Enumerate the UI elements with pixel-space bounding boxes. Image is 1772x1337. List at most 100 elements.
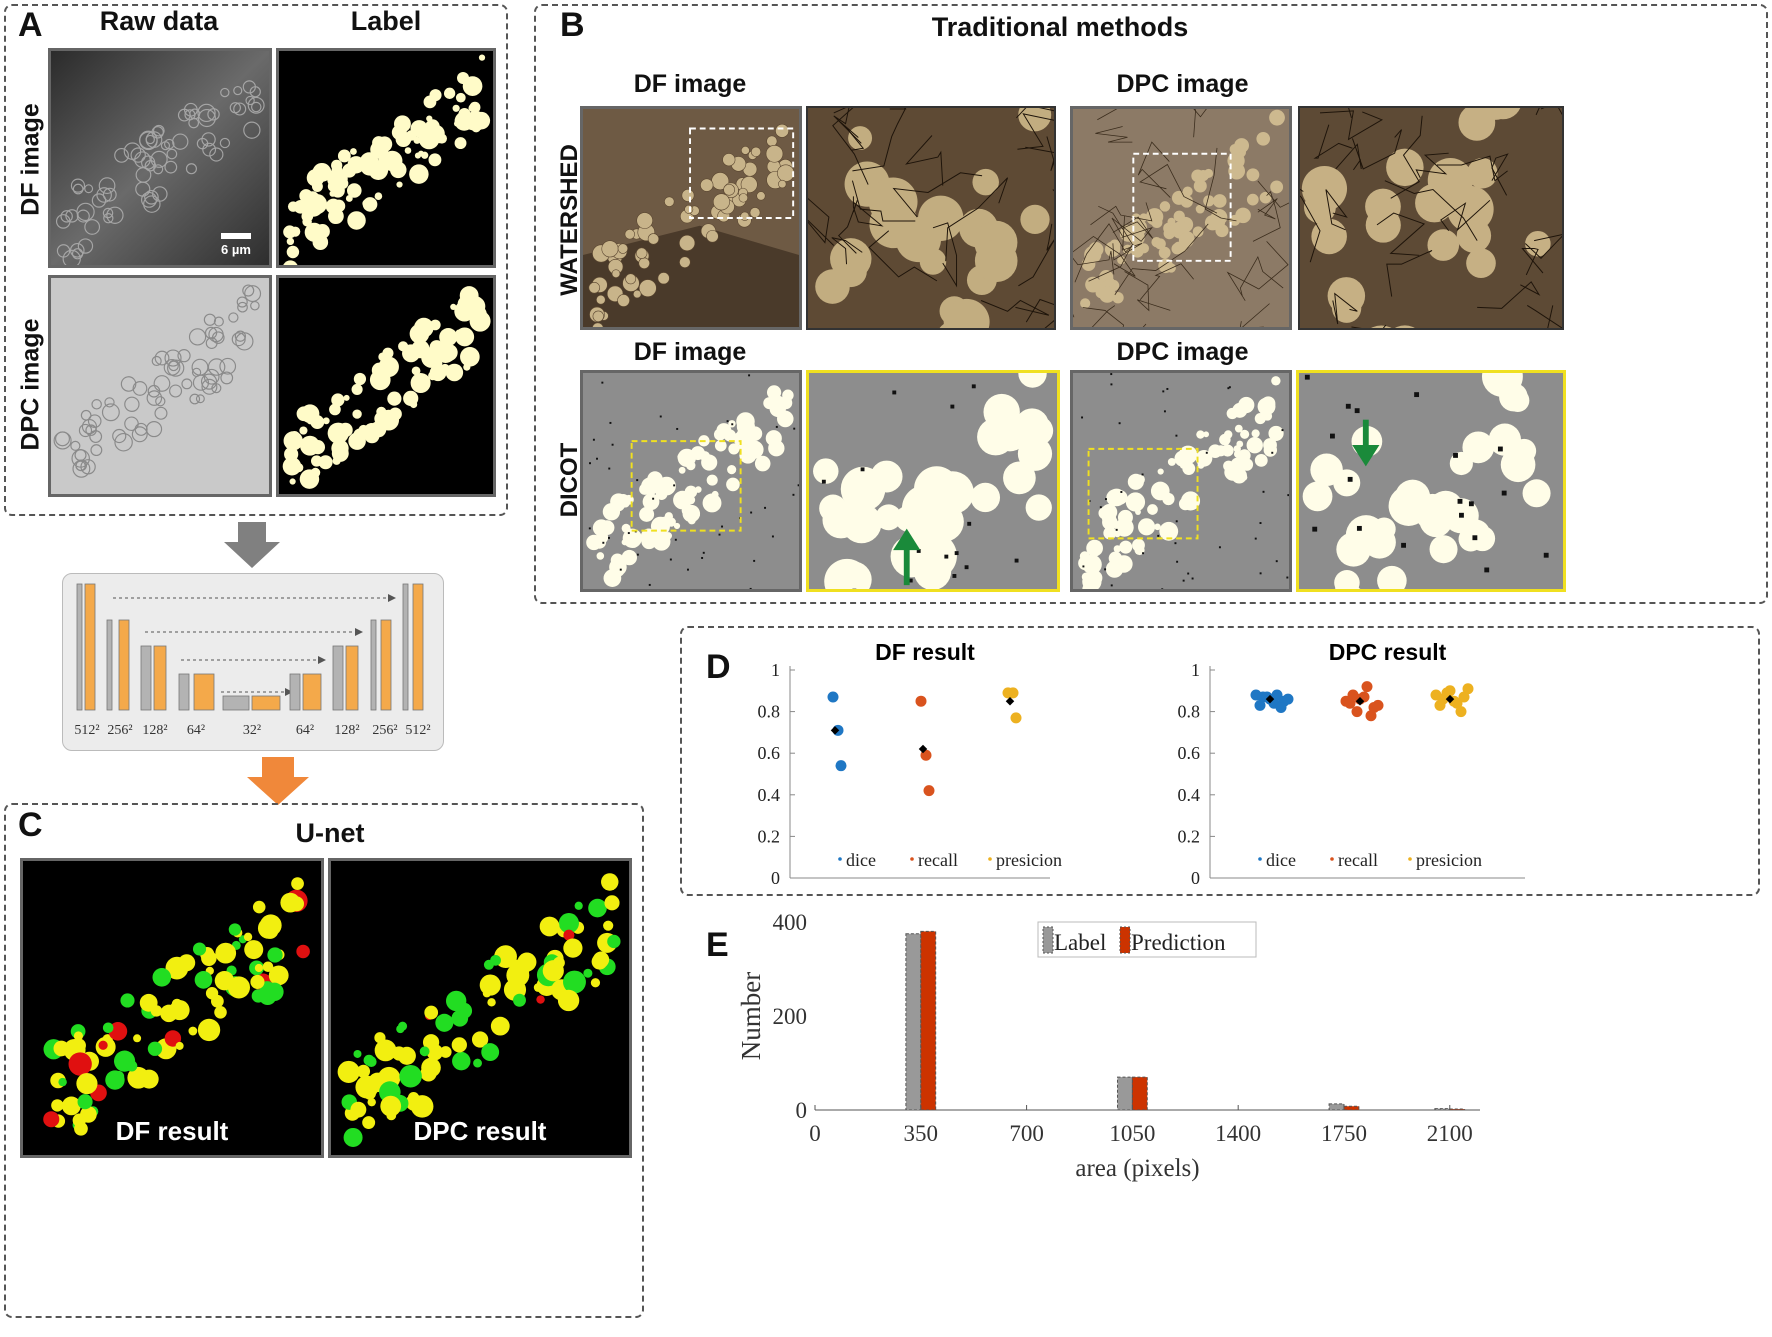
cell-blob	[574, 901, 583, 910]
scatter-point	[1010, 712, 1022, 724]
cell-blob	[723, 183, 735, 196]
cell-blob	[145, 421, 163, 438]
cell-blob	[1212, 194, 1227, 208]
unet-size-5: 32²	[243, 723, 261, 738]
cell-blob	[163, 138, 175, 150]
y-tick-label: 0.8	[758, 702, 781, 722]
cell-blob	[291, 877, 304, 891]
cell-blob	[169, 384, 183, 398]
speck	[1414, 392, 1420, 398]
bar-prediction-series	[1449, 1108, 1466, 1111]
cell-blob	[175, 1041, 184, 1050]
cell-blob	[1098, 506, 1111, 520]
cell-blob	[362, 199, 370, 208]
unet-size-9: 512²	[405, 723, 430, 738]
legend-marker	[910, 857, 914, 861]
cell-blob	[1522, 479, 1551, 508]
speck	[1088, 500, 1091, 503]
unet-df-result-image: DF result	[20, 858, 324, 1158]
cell-blob	[331, 444, 349, 462]
cell-blob	[434, 370, 443, 379]
segment-boundary	[1440, 199, 1491, 232]
cell-blob	[262, 961, 274, 973]
cell-blob	[1377, 565, 1407, 589]
speck	[1081, 416, 1084, 419]
cell-blob	[439, 1046, 452, 1058]
cell-blob	[428, 153, 442, 167]
cell-blob	[1125, 492, 1146, 512]
legend-swatch	[1119, 926, 1131, 954]
cell-blob	[848, 126, 873, 151]
cell-blob	[1480, 108, 1511, 120]
cell-blob	[353, 1049, 362, 1058]
speck	[1218, 546, 1221, 549]
cell-blob	[1117, 509, 1133, 525]
cell-blob	[911, 532, 957, 579]
green-arrow-up-icon	[893, 528, 921, 586]
cell-blob	[374, 1039, 397, 1062]
cell-blob	[563, 929, 575, 941]
cell-blob	[1203, 431, 1210, 438]
cell-blob	[1203, 195, 1215, 207]
cell-blob	[1147, 504, 1158, 515]
cell-blob	[197, 108, 216, 128]
speck	[636, 479, 639, 482]
speck	[1330, 433, 1335, 439]
cell-blob	[135, 167, 152, 183]
cell-blob	[490, 1016, 510, 1036]
cell-blob	[213, 316, 224, 327]
cell-blob	[114, 147, 129, 163]
panel-c-letter: C	[18, 806, 43, 844]
unet-dpc-result-caption: DPC result	[413, 1116, 547, 1146]
cell-blob	[1506, 388, 1530, 413]
speck	[1174, 542, 1177, 545]
dicot-dpc-zoom-image	[1296, 370, 1566, 592]
cell-blob	[166, 148, 178, 160]
speck	[775, 425, 778, 428]
raw-data-header: Raw data	[99, 6, 219, 36]
unet-size-8: 256²	[372, 723, 397, 738]
cell-blob	[1236, 440, 1244, 448]
cell-blob	[164, 160, 178, 174]
cell-blob	[1167, 457, 1176, 466]
cell-blob	[364, 428, 380, 444]
cell-blob	[1192, 226, 1204, 238]
segment-boundary	[905, 135, 944, 186]
cell-blob	[424, 1005, 439, 1020]
cell-blob	[343, 1127, 363, 1147]
cell-blob	[192, 942, 207, 956]
segment-boundary	[1073, 236, 1136, 277]
cell-blob	[70, 178, 86, 193]
watershed-df-zoom-image	[806, 106, 1056, 330]
cell-blob	[214, 1006, 227, 1019]
cell-blob	[1254, 412, 1266, 425]
y-tick-label: 200	[773, 1004, 808, 1029]
cell-blob	[154, 350, 170, 366]
cell-blob	[366, 1056, 377, 1067]
segment-boundary	[1091, 305, 1116, 327]
segment-boundary	[868, 230, 938, 282]
speck	[793, 427, 796, 430]
speck	[1176, 560, 1179, 563]
cell-blob	[1233, 450, 1242, 458]
segment-boundary	[1114, 223, 1209, 296]
cell-blob	[360, 157, 379, 176]
cell-blob	[219, 357, 237, 375]
cell-blob	[868, 177, 918, 227]
cell-blob	[746, 427, 760, 441]
cell-blob	[322, 417, 330, 425]
speck	[1453, 452, 1458, 458]
segment-boundary	[1386, 249, 1433, 297]
cell-blob	[130, 147, 146, 163]
cell-blob	[228, 312, 239, 323]
cell-blob	[714, 439, 727, 452]
cell-blob	[126, 1060, 138, 1072]
cell-blob	[1017, 436, 1053, 471]
cell-blob	[283, 260, 298, 265]
cell-blob	[875, 504, 902, 531]
unet-title: U-net	[295, 818, 365, 848]
cell-blob	[104, 397, 115, 408]
speck	[718, 533, 721, 536]
speck	[1501, 490, 1507, 496]
speck	[1304, 374, 1310, 380]
